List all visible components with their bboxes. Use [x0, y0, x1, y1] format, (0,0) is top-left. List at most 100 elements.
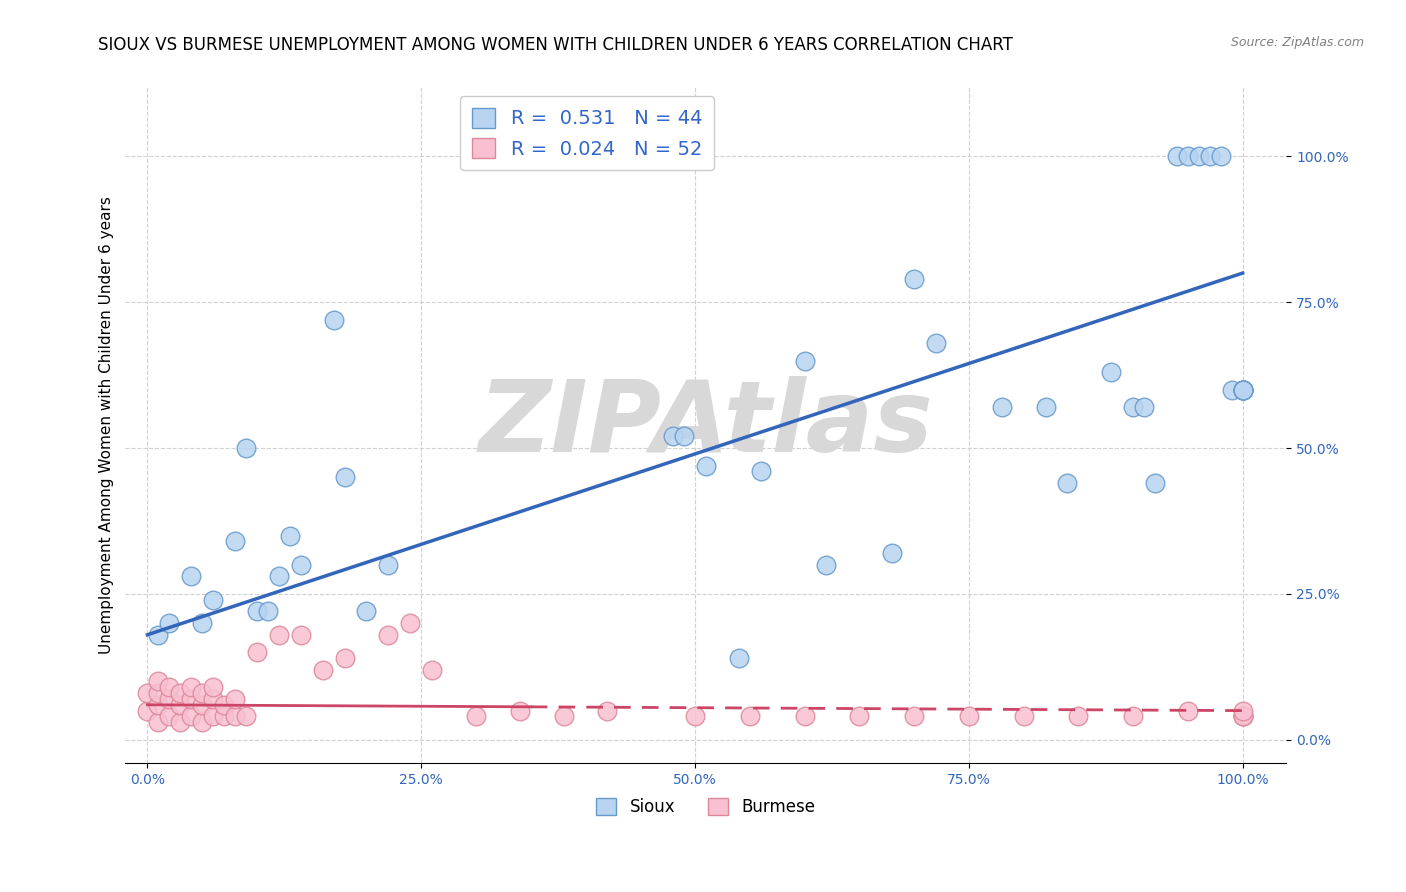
Point	[278, 528, 301, 542]
Point	[224, 692, 246, 706]
Point	[882, 546, 904, 560]
Point	[1056, 476, 1078, 491]
Point	[695, 458, 717, 473]
Point	[356, 604, 378, 618]
Text: SIOUX VS BURMESE UNEMPLOYMENT AMONG WOMEN WITH CHILDREN UNDER 6 YEARS CORRELATIO: SIOUX VS BURMESE UNEMPLOYMENT AMONG WOME…	[98, 36, 1014, 54]
Point	[169, 698, 191, 712]
Point	[1177, 149, 1199, 163]
Point	[793, 353, 815, 368]
Point	[1035, 401, 1057, 415]
Point	[749, 464, 772, 478]
Point	[202, 680, 225, 694]
Point	[180, 680, 202, 694]
Point	[169, 686, 191, 700]
Point	[322, 312, 344, 326]
Point	[465, 709, 488, 723]
Point	[267, 628, 290, 642]
Point	[903, 272, 925, 286]
Point	[157, 692, 180, 706]
Point	[202, 692, 225, 706]
Point	[420, 663, 443, 677]
Point	[267, 569, 290, 583]
Point	[1067, 709, 1090, 723]
Point	[957, 709, 980, 723]
Point	[925, 336, 948, 351]
Point	[903, 709, 925, 723]
Point	[246, 645, 269, 659]
Text: ZIPAtlas: ZIPAtlas	[478, 376, 934, 474]
Point	[815, 558, 838, 572]
Point	[1122, 709, 1144, 723]
Point	[191, 686, 214, 700]
Point	[662, 429, 685, 443]
Point	[157, 709, 180, 723]
Point	[157, 680, 180, 694]
Point	[596, 704, 619, 718]
Point	[333, 651, 356, 665]
Point	[169, 715, 191, 730]
Point	[1232, 383, 1254, 397]
Point	[1232, 709, 1254, 723]
Point	[290, 628, 312, 642]
Point	[224, 709, 246, 723]
Point	[1198, 149, 1220, 163]
Point	[683, 709, 706, 723]
Point	[191, 715, 214, 730]
Point	[673, 429, 696, 443]
Point	[1220, 383, 1243, 397]
Point	[1232, 709, 1254, 723]
Point	[377, 558, 399, 572]
Point	[509, 704, 531, 718]
Point	[1232, 383, 1254, 397]
Point	[990, 401, 1012, 415]
Point	[136, 686, 159, 700]
Point	[235, 441, 257, 455]
Point	[191, 698, 214, 712]
Point	[1144, 476, 1167, 491]
Point	[1232, 383, 1254, 397]
Point	[148, 628, 170, 642]
Point	[793, 709, 815, 723]
Point	[848, 709, 870, 723]
Point	[224, 534, 246, 549]
Point	[399, 616, 422, 631]
Legend: Sioux, Burmese: Sioux, Burmese	[589, 791, 823, 822]
Y-axis label: Unemployment Among Women with Children Under 6 years: Unemployment Among Women with Children U…	[100, 196, 114, 654]
Point	[1122, 401, 1144, 415]
Point	[180, 569, 202, 583]
Point	[212, 709, 235, 723]
Point	[202, 709, 225, 723]
Point	[191, 616, 214, 631]
Point	[1177, 704, 1199, 718]
Point	[148, 715, 170, 730]
Point	[136, 704, 159, 718]
Point	[148, 674, 170, 689]
Point	[1209, 149, 1232, 163]
Point	[333, 470, 356, 484]
Point	[1133, 401, 1156, 415]
Point	[148, 686, 170, 700]
Point	[311, 663, 333, 677]
Point	[1166, 149, 1188, 163]
Text: Source: ZipAtlas.com: Source: ZipAtlas.com	[1230, 36, 1364, 49]
Point	[290, 558, 312, 572]
Point	[727, 651, 749, 665]
Point	[157, 616, 180, 631]
Point	[1232, 383, 1254, 397]
Point	[148, 698, 170, 712]
Point	[202, 592, 225, 607]
Point	[1232, 709, 1254, 723]
Point	[180, 709, 202, 723]
Point	[246, 604, 269, 618]
Point	[1012, 709, 1035, 723]
Point	[738, 709, 761, 723]
Point	[377, 628, 399, 642]
Point	[553, 709, 575, 723]
Point	[1099, 365, 1122, 379]
Point	[1188, 149, 1211, 163]
Point	[235, 709, 257, 723]
Point	[1232, 704, 1254, 718]
Point	[180, 692, 202, 706]
Point	[257, 604, 280, 618]
Point	[1232, 383, 1254, 397]
